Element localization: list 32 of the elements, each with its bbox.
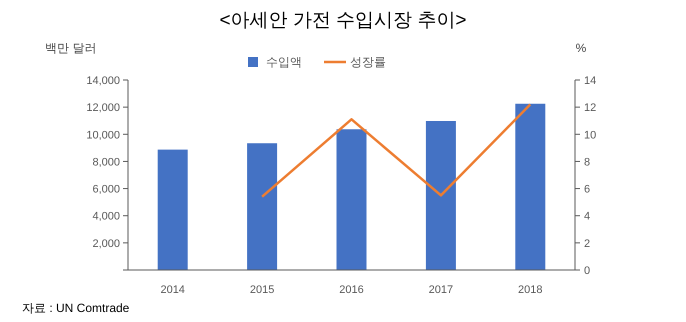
x-tick-label: 2015 <box>250 284 274 296</box>
y2-tick-label: 12 <box>584 102 596 114</box>
x-tick-label: 2017 <box>428 284 454 296</box>
y-tick-label: 2,000 <box>92 238 120 250</box>
x-tick-label: 2018 <box>518 284 543 296</box>
bar <box>426 120 456 270</box>
y2-tick-label: 10 <box>584 129 596 142</box>
y-tick-label: 8,000 <box>92 156 120 168</box>
y2-tick-label: 14 <box>584 75 596 87</box>
legend-label: 성장률 <box>350 55 386 69</box>
legend-label: 수입액 <box>266 55 302 69</box>
text: 자료 : UN Comtrade <box>22 301 130 315</box>
x-tick-label: 2016 <box>339 284 364 296</box>
line-series <box>260 103 532 198</box>
y2-tick-label: 4 <box>584 210 590 223</box>
bar <box>158 150 188 270</box>
y2-tick-label: 6 <box>584 184 590 196</box>
y-tick-label: 14,000 <box>86 75 120 87</box>
chart-title: <아세안 가전 수입시장 추이> <box>219 10 467 31</box>
x-tick-label: 2014 <box>160 284 185 296</box>
bar <box>515 104 546 270</box>
y-tick-label: 10,000 <box>86 129 120 142</box>
y-tick-label: 4,000 <box>92 210 120 223</box>
y2-tick-label: 2 <box>584 238 590 250</box>
y-axis-title: 백만 달러 <box>45 41 96 55</box>
bar <box>336 129 366 270</box>
bar <box>247 143 278 270</box>
y2-axis-title: % <box>576 41 587 55</box>
y-tick-label: 6,000 <box>92 184 120 196</box>
y2-tick-label: 8 <box>584 156 590 168</box>
y-tick-label: 12,000 <box>86 102 120 114</box>
y2-tick-label: 0 <box>584 265 590 277</box>
